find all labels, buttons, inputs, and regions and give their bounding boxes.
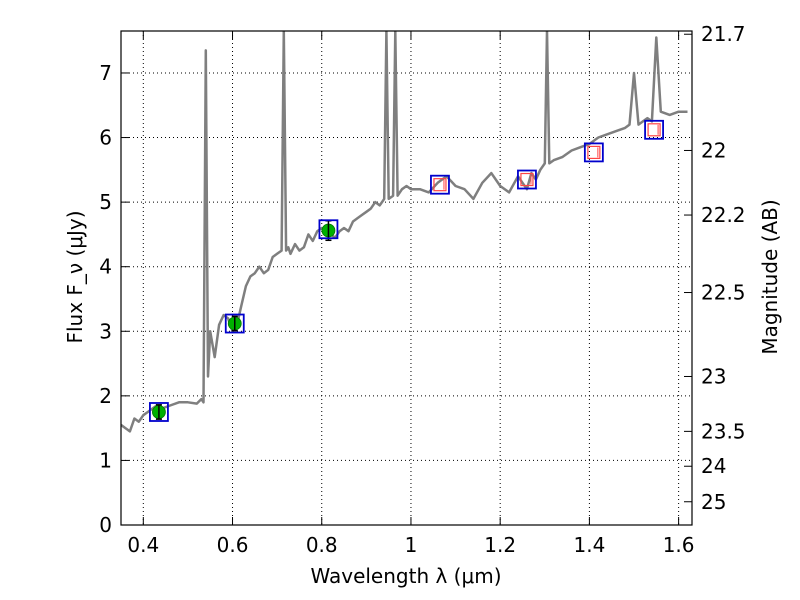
model-point bbox=[583, 142, 604, 163]
x-tick-label: 0.4 bbox=[127, 533, 159, 557]
y2-tick-label: 23.5 bbox=[701, 419, 746, 443]
y2-tick-label: 24 bbox=[701, 454, 726, 478]
labels-layer: 0.4 0.6 0.8 1 1.2 1.4 1.60123456721.72222.222.… bbox=[99, 22, 745, 557]
y2-tick-label: 21.7 bbox=[701, 22, 746, 46]
x-tick-label: 1.4 bbox=[573, 533, 605, 557]
x-tick-label: 0.8 bbox=[306, 533, 338, 557]
y-axis-title: Flux F_ν (μJy) bbox=[63, 210, 87, 343]
y2-tick-label: 25 bbox=[701, 490, 726, 514]
ticks-layer bbox=[121, 31, 692, 526]
axes-layer bbox=[120, 30, 693, 526]
upper-limit-marker bbox=[587, 145, 601, 160]
x-tick-label: 1 bbox=[405, 533, 418, 557]
x-tick-label: 0.6 bbox=[217, 533, 249, 557]
y-tick-label: 2 bbox=[99, 384, 112, 408]
y2-tick-label: 22.2 bbox=[701, 203, 746, 227]
model-point bbox=[517, 169, 537, 190]
plot-frame bbox=[120, 30, 693, 526]
y-tick-label: 3 bbox=[99, 319, 112, 343]
y-tick-label: 7 bbox=[99, 61, 112, 85]
y-tick-label: 6 bbox=[99, 126, 112, 150]
spectrum-layer bbox=[121, 31, 688, 433]
model-point bbox=[149, 402, 169, 422]
points-layer bbox=[149, 119, 664, 422]
x-tick-label: 1.2 bbox=[484, 533, 516, 557]
y-tick-label: 1 bbox=[99, 448, 112, 472]
model-point bbox=[430, 174, 450, 195]
upper-limit-marker bbox=[520, 172, 534, 187]
y2-axis-title: Magnitude (AB) bbox=[758, 199, 782, 354]
y2-tick-label: 22.5 bbox=[701, 281, 746, 305]
y2-tick-label: 22 bbox=[701, 138, 726, 162]
upper-limit-marker bbox=[433, 178, 447, 192]
spectrum-line bbox=[121, 31, 688, 433]
y2-tick-label: 23 bbox=[701, 364, 726, 388]
y-tick-label: 0 bbox=[99, 513, 112, 537]
model-point bbox=[644, 119, 664, 140]
y-tick-label: 5 bbox=[99, 190, 112, 214]
model-point bbox=[224, 313, 245, 334]
upper-limit-marker bbox=[647, 123, 661, 137]
x-tick-label: 1.6 bbox=[663, 533, 695, 557]
model-point bbox=[318, 219, 339, 240]
y-tick-label: 4 bbox=[99, 255, 112, 279]
x-axis-title: Wavelength λ (μm) bbox=[310, 564, 501, 588]
